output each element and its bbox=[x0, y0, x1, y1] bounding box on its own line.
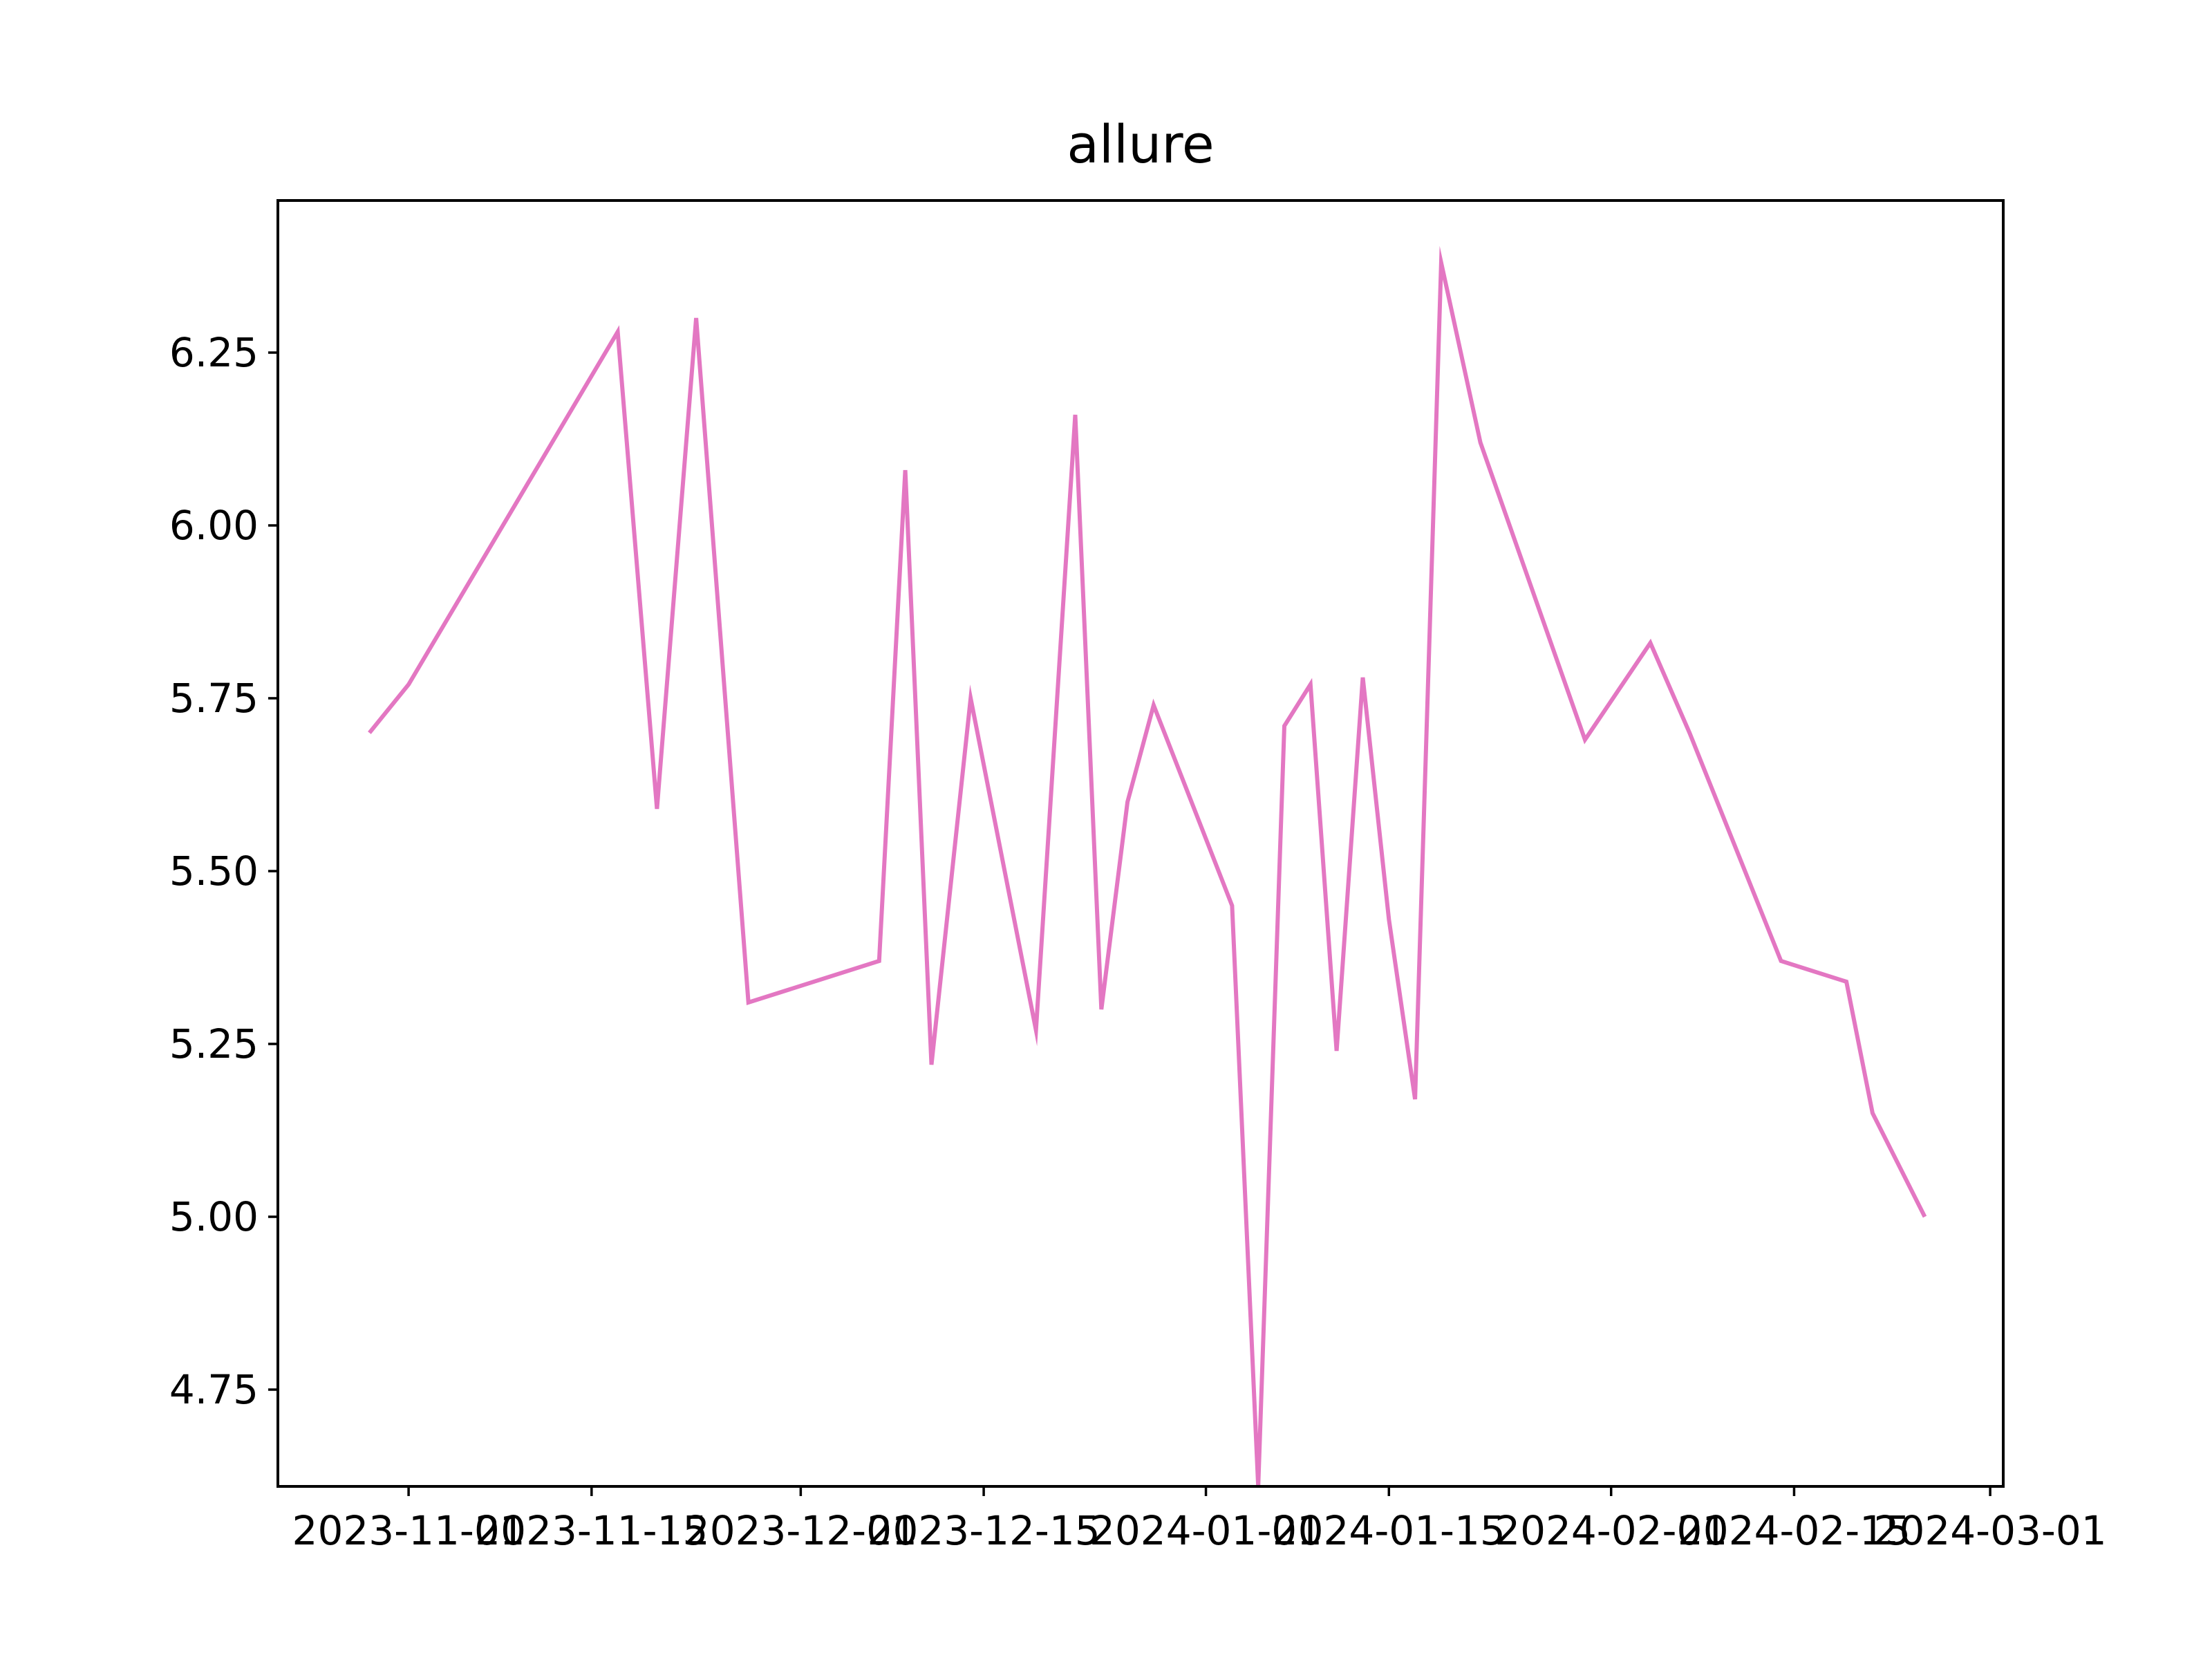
data-point-0-2 bbox=[616, 330, 620, 334]
data-point-0-11 bbox=[1074, 413, 1078, 417]
data-point-0-4 bbox=[694, 316, 698, 320]
x-tick-label: 2024-01-15 bbox=[1273, 1507, 1506, 1554]
y-tick-label: 5.50 bbox=[169, 848, 259, 895]
data-point-0-24 bbox=[1479, 440, 1483, 445]
data-point-0-29 bbox=[1844, 980, 1848, 984]
plot-area bbox=[367, 245, 1927, 1487]
data-point-0-25 bbox=[1583, 738, 1587, 742]
x-tick-label: 2023-11-01 bbox=[292, 1507, 525, 1554]
data-point-0-10 bbox=[1034, 1028, 1038, 1032]
y-tick-label: 5.00 bbox=[169, 1193, 259, 1240]
data-point-0-22 bbox=[1413, 1097, 1417, 1101]
data-point-0-17 bbox=[1282, 724, 1286, 728]
data-point-0-28 bbox=[1779, 959, 1783, 963]
y-tick-label: 5.75 bbox=[169, 675, 259, 722]
data-point-0-27 bbox=[1687, 731, 1691, 735]
data-point-0-6 bbox=[877, 959, 881, 963]
y-tick-label: 5.25 bbox=[169, 1020, 259, 1067]
y-tick-label: 6.25 bbox=[169, 329, 259, 376]
series-line-0 bbox=[368, 245, 1927, 1487]
data-point-0-20 bbox=[1361, 675, 1365, 680]
data-point-0-5 bbox=[747, 1000, 751, 1005]
data-point-0-13 bbox=[1125, 800, 1130, 804]
data-point-0-12 bbox=[1099, 1007, 1103, 1011]
data-point-0-1 bbox=[406, 682, 411, 687]
data-point-0-26 bbox=[1649, 641, 1653, 645]
x-tick-label: 2023-12-01 bbox=[684, 1507, 917, 1554]
y-tick-label: 4.75 bbox=[169, 1366, 259, 1413]
data-point-0-15 bbox=[1230, 904, 1234, 908]
x-tick-label: 2024-01-01 bbox=[1089, 1507, 1322, 1554]
x-tick-label: 2024-02-15 bbox=[1678, 1507, 1911, 1554]
x-tick-label: 2024-02-01 bbox=[1494, 1507, 1727, 1554]
data-point-0-23 bbox=[1439, 261, 1443, 265]
x-tick-label: 2024-03-01 bbox=[1874, 1507, 2107, 1554]
x-tick-label: 2023-12-15 bbox=[868, 1507, 1100, 1554]
data-point-0-14 bbox=[1152, 703, 1156, 707]
data-point-0-7 bbox=[903, 468, 908, 472]
chart-title: allure bbox=[1067, 113, 1214, 175]
x-tick-label: 2023-11-15 bbox=[475, 1507, 708, 1554]
data-point-0-19 bbox=[1335, 1049, 1339, 1053]
data-point-0-18 bbox=[1309, 682, 1313, 687]
axes-frame bbox=[276, 199, 2005, 1488]
data-point-0-31 bbox=[1923, 1215, 1927, 1219]
y-tick-label: 6.00 bbox=[169, 502, 259, 549]
data-point-0-3 bbox=[655, 807, 659, 811]
data-point-0-21 bbox=[1387, 917, 1391, 922]
data-point-0-8 bbox=[930, 1063, 934, 1067]
axes: 4.755.005.255.505.756.006.252023-11-0120… bbox=[169, 329, 2107, 1554]
data-point-0-0 bbox=[367, 731, 371, 735]
data-point-0-9 bbox=[968, 696, 973, 700]
data-point-0-30 bbox=[1871, 1111, 1875, 1115]
